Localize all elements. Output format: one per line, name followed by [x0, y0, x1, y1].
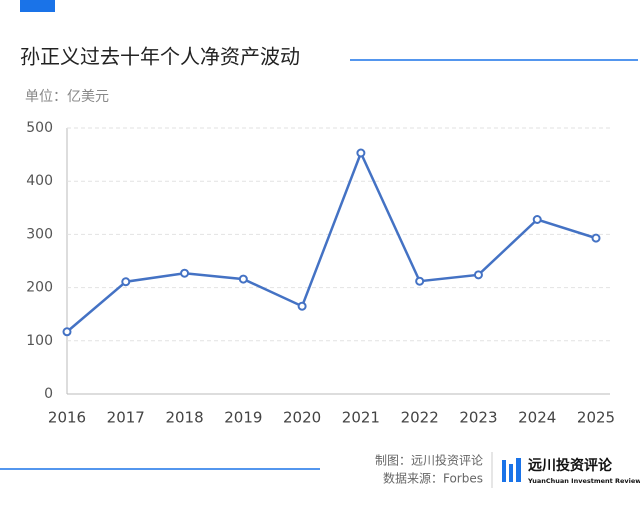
data-point — [415, 276, 425, 286]
y-tick-label: 300 — [26, 226, 53, 242]
data-point — [532, 215, 542, 225]
data-point — [121, 277, 131, 287]
x-tick-label: 2021 — [342, 409, 380, 427]
x-tick-label: 2016 — [48, 409, 86, 427]
data-point — [180, 268, 190, 278]
x-tick-label: 2024 — [518, 409, 556, 427]
unit-label: 单位：亿美元 — [25, 89, 109, 105]
credit-source: 数据来源：Forbes — [383, 471, 483, 486]
chart-title: 孙正义过去十年个人净资产波动 — [20, 45, 300, 69]
brand-tagline: YuanChuan Investment Review — [527, 477, 640, 485]
y-tick-label: 200 — [26, 280, 53, 296]
credit-maker: 制图：远川投资评论 — [375, 453, 483, 468]
y-tick-label: 0 — [44, 386, 53, 402]
x-tick-label: 2019 — [224, 409, 262, 427]
data-line — [66, 149, 597, 333]
x-tick-label: 2022 — [401, 409, 439, 427]
y-tick-label: 100 — [26, 333, 53, 349]
data-point — [297, 301, 307, 311]
x-tick-label: 2025 — [577, 409, 615, 427]
logo-icon — [502, 458, 521, 482]
brand-name: 远川投资评论 — [528, 457, 613, 474]
y-tick-label: 500 — [26, 120, 53, 136]
data-point — [62, 327, 72, 337]
x-tick-label: 2020 — [283, 409, 321, 427]
accent-bar — [20, 0, 55, 12]
data-point — [591, 233, 601, 243]
data-point — [356, 148, 366, 158]
data-point — [238, 274, 248, 284]
x-tick-label: 2017 — [107, 409, 145, 427]
data-point — [473, 270, 483, 280]
x-tick-label: 2018 — [165, 409, 203, 427]
x-tick-label: 2023 — [459, 409, 497, 427]
y-tick-label: 400 — [26, 173, 53, 189]
